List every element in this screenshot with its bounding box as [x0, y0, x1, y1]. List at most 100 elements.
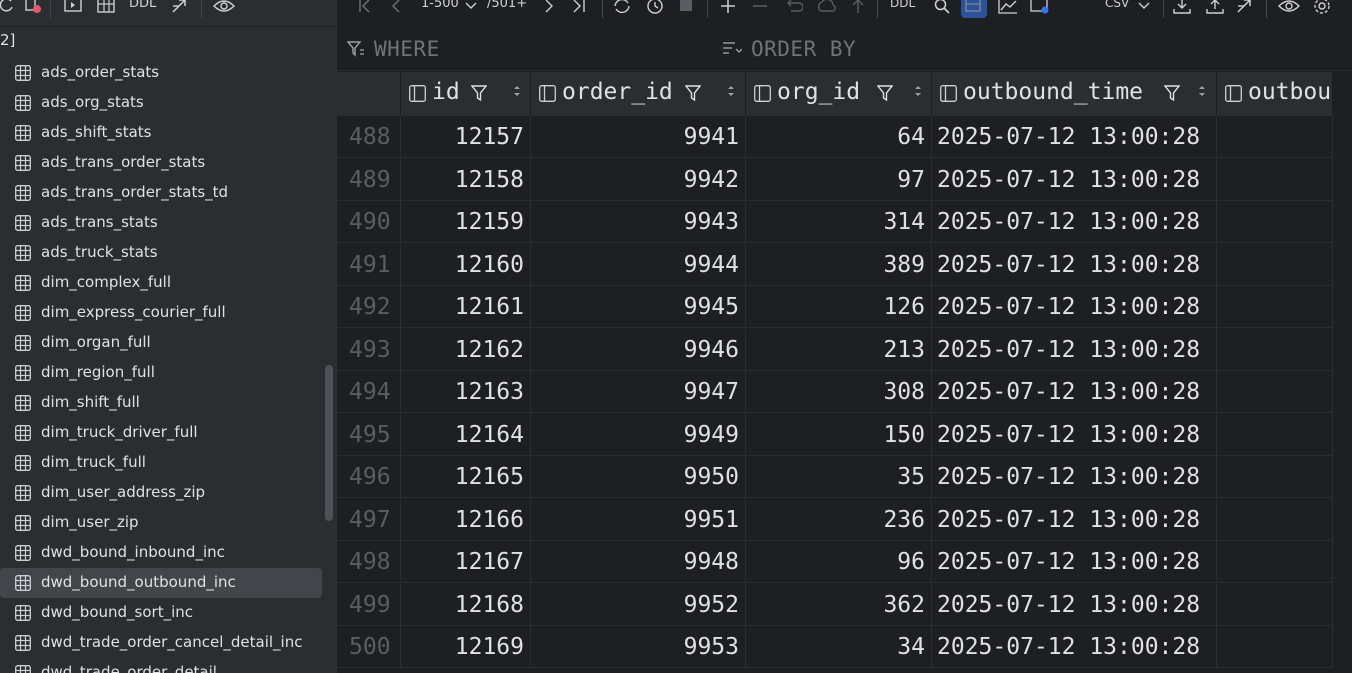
cell-org_id[interactable]: 308 — [746, 371, 932, 413]
tree-item-table[interactable]: dim_shift_full — [0, 388, 322, 418]
cell-order_id[interactable]: 9947 — [531, 371, 746, 413]
console-icon[interactable] — [63, 0, 83, 18]
push-icon[interactable] — [849, 0, 867, 18]
tree-item-table[interactable]: dwd_trade_order_detail — [0, 658, 322, 673]
jump-to-icon[interactable] — [1235, 0, 1257, 18]
column-header-outbound_time[interactable]: outbound_time — [932, 72, 1217, 116]
table-view-icon[interactable] — [961, 0, 987, 18]
cell-outbou[interactable] — [1217, 626, 1333, 668]
cell-outbound_time[interactable]: 2025-07-12 13:00:28 — [932, 201, 1217, 243]
cell-order_id[interactable]: 9948 — [531, 541, 746, 583]
tree-item-table[interactable]: dim_complex_full — [0, 268, 322, 298]
cell-order_id[interactable]: 9941 — [531, 116, 746, 158]
cell-org_id[interactable]: 34 — [746, 626, 932, 668]
cell-org_id[interactable]: 126 — [746, 286, 932, 328]
tree-item-table[interactable]: ads_order_stats — [0, 58, 322, 88]
cell-id[interactable]: 12162 — [401, 328, 531, 371]
cell-id[interactable]: 12169 — [401, 626, 531, 668]
table-row[interactable]: 499 12168 9952 362 2025-07-12 13:00:28 — [337, 583, 1333, 626]
search-icon[interactable] — [933, 0, 951, 18]
tree-item-table[interactable]: dwd_trade_order_cancel_detail_inc — [0, 628, 322, 658]
column-sort-icon[interactable] — [914, 84, 922, 99]
tree-item-table[interactable]: ads_shift_stats — [0, 118, 322, 148]
cell-id[interactable]: 12166 — [401, 498, 531, 541]
cell-outbou[interactable] — [1217, 243, 1333, 286]
jump-to-icon[interactable] — [170, 0, 192, 18]
eye-icon[interactable] — [212, 0, 236, 18]
cell-org_id[interactable]: 96 — [746, 541, 932, 583]
table-row[interactable]: 494 12163 9947 308 2025-07-12 13:00:28 — [337, 371, 1333, 413]
cell-outbound_time[interactable]: 2025-07-12 13:00:28 — [932, 626, 1217, 668]
tree-item-table[interactable]: dwd_bound_inbound_inc — [0, 538, 322, 568]
cell-outbound_time[interactable]: 2025-07-12 13:00:28 — [932, 583, 1217, 626]
tree-item-table[interactable]: dim_user_zip — [0, 508, 322, 538]
tree-item-table[interactable]: dwd_bound_sort_inc — [0, 598, 322, 628]
cell-id[interactable]: 12167 — [401, 541, 531, 583]
cell-order_id[interactable]: 9952 — [531, 583, 746, 626]
gear-icon[interactable] — [1311, 0, 1333, 18]
cell-id[interactable]: 12160 — [401, 243, 531, 286]
edit-data-source-icon[interactable] — [22, 0, 44, 18]
tree-item-table[interactable]: ads_trans_stats — [0, 208, 322, 238]
tree-item-table[interactable]: dwd_bound_outbound_inc — [0, 568, 322, 598]
sidebar-scrollbar[interactable] — [325, 365, 333, 521]
cell-org_id[interactable]: 97 — [746, 158, 932, 201]
table-row[interactable]: 493 12162 9946 213 2025-07-12 13:00:28 — [337, 328, 1333, 371]
cell-outbound_time[interactable]: 2025-07-12 13:00:28 — [932, 158, 1217, 201]
cell-org_id[interactable]: 314 — [746, 201, 932, 243]
cell-org_id[interactable]: 213 — [746, 328, 932, 371]
cell-order_id[interactable]: 9945 — [531, 286, 746, 328]
cell-order_id[interactable]: 9953 — [531, 626, 746, 668]
chevron-down-icon[interactable] — [1137, 0, 1151, 18]
next-page-icon[interactable] — [542, 0, 556, 18]
tree-item-table[interactable]: ads_trans_order_stats_td — [0, 178, 322, 208]
chart-icon[interactable] — [997, 0, 1019, 18]
table-row[interactable]: 491 12160 9944 389 2025-07-12 13:00:28 — [337, 243, 1333, 286]
cell-outbou[interactable] — [1217, 413, 1333, 456]
refresh-icon[interactable] — [0, 0, 14, 18]
tree-item-table[interactable]: dim_truck_full — [0, 448, 322, 478]
cell-org_id[interactable]: 236 — [746, 498, 932, 541]
cell-outbound_time[interactable]: 2025-07-12 13:00:28 — [932, 541, 1217, 583]
tree-item-table[interactable]: ads_trans_order_stats — [0, 148, 322, 178]
download-icon[interactable] — [1172, 0, 1192, 18]
cell-order_id[interactable]: 9943 — [531, 201, 746, 243]
column-sort-icon[interactable] — [513, 84, 521, 99]
cell-org_id[interactable]: 362 — [746, 583, 932, 626]
cell-id[interactable]: 12168 — [401, 583, 531, 626]
add-row-icon[interactable] — [719, 0, 737, 18]
eye-icon[interactable] — [1277, 0, 1301, 18]
cell-outbound_time[interactable]: 2025-07-12 13:00:28 — [932, 498, 1217, 541]
column-filter-icon[interactable] — [1163, 85, 1181, 102]
cell-outbou[interactable] — [1217, 158, 1333, 201]
cell-outbound_time[interactable]: 2025-07-12 13:00:28 — [932, 116, 1217, 158]
delete-row-icon[interactable] — [751, 0, 769, 18]
column-header-order_id[interactable]: order_id — [531, 72, 746, 116]
cell-org_id[interactable]: 64 — [746, 116, 932, 158]
chevron-down-icon[interactable] — [464, 0, 478, 18]
table-row[interactable]: 492 12161 9945 126 2025-07-12 13:00:28 — [337, 286, 1333, 328]
cell-outbound_time[interactable]: 2025-07-12 13:00:28 — [932, 456, 1217, 498]
tree-item-table[interactable]: dim_organ_full — [0, 328, 322, 358]
cell-outbound_time[interactable]: 2025-07-12 13:00:28 — [932, 413, 1217, 456]
cell-outbou[interactable] — [1217, 541, 1333, 583]
cell-outbou[interactable] — [1217, 286, 1333, 328]
reload-icon[interactable] — [611, 0, 633, 18]
total-rows[interactable]: /501+ — [487, 0, 528, 11]
cell-order_id[interactable]: 9946 — [531, 328, 746, 371]
table-row[interactable]: 500 12169 9953 34 2025-07-12 13:00:28 — [337, 626, 1333, 668]
cell-order_id[interactable]: 9942 — [531, 158, 746, 201]
column-filter-icon[interactable] — [470, 85, 488, 102]
where-filter-input[interactable]: WHERE — [374, 37, 440, 61]
previous-page-icon[interactable] — [389, 0, 403, 18]
first-page-icon[interactable] — [357, 0, 373, 18]
cell-order_id[interactable]: 9951 — [531, 498, 746, 541]
cell-order_id[interactable]: 9949 — [531, 413, 746, 456]
order-by-input[interactable]: ORDER BY — [751, 37, 857, 61]
ddl-button[interactable]: DDL — [890, 0, 916, 10]
cell-id[interactable]: 12163 — [401, 371, 531, 413]
cell-order_id[interactable]: 9950 — [531, 456, 746, 498]
tree-item-table[interactable]: dim_user_address_zip — [0, 478, 322, 508]
upload-icon[interactable] — [1205, 0, 1225, 18]
cell-order_id[interactable]: 9944 — [531, 243, 746, 286]
